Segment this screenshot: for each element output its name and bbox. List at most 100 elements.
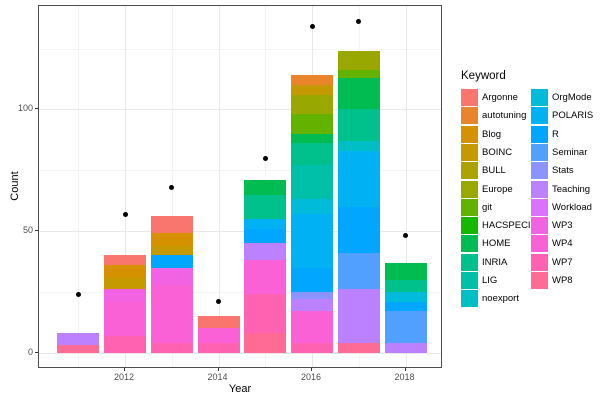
bar-segment-2012-WP3 (104, 289, 146, 302)
legend-swatch-BULL (461, 162, 478, 180)
legend-label: OrgMode (552, 92, 592, 103)
legend-swatch-noexport (461, 290, 478, 308)
gridline-minor-vertical (78, 6, 80, 367)
legend-label: WP8 (552, 275, 573, 286)
bar-segment-2016-git (291, 114, 333, 134)
legend-swatch-OrgMode (531, 89, 548, 106)
bar-segment-2013-Blog (150, 233, 193, 246)
scatter-point-2016 (309, 24, 315, 30)
x-tick-label: 2014 (207, 372, 228, 382)
plot-panel (38, 5, 442, 368)
bar-segment-2013-R (150, 255, 193, 268)
gridline-major-horizontal (39, 231, 441, 233)
gridline-major-horizontal (39, 109, 441, 111)
bar-segment-2016-LIG (291, 165, 333, 200)
bar-segment-2011-WP8 (57, 345, 100, 353)
legend-item-autotuning: autotuning (461, 107, 527, 125)
legend-item-HOME: HOME (461, 235, 527, 253)
bar-segment-2017-noexport (337, 141, 380, 151)
bar-segment-2016-WP4 (291, 311, 333, 343)
bar-segment-2017-POLARIS (337, 150, 380, 207)
bar-segment-2013-Argonne (150, 216, 193, 234)
bar-segment-2013-WP4 (150, 284, 193, 343)
bar-segment-2015-INRIA (244, 194, 287, 219)
bar-segment-2018-INRIA (384, 279, 427, 292)
bar-segment-2016-autotuning (291, 75, 333, 86)
legend-item-Seminar: Seminar (531, 143, 597, 161)
x-tick-label: 2016 (300, 372, 322, 382)
bar-segment-2012-WP7 (104, 335, 146, 353)
legend-swatch-LIG (461, 272, 478, 289)
legend-item-Blog: Blog (461, 125, 527, 143)
legend-item-HACSPECIS: HACSPECIS (461, 217, 537, 235)
legend-label: Argonne (482, 92, 518, 103)
legend-item-Argonne: Argonne (461, 89, 527, 106)
bar-segment-2016-OrgMode (291, 199, 333, 214)
legend-label: R (552, 128, 559, 140)
legend-swatch-BOINC (461, 143, 478, 161)
x-axis-title: Year (228, 383, 252, 395)
gridline-major-horizontal (39, 352, 441, 354)
legend-item-BOINC: BOINC (461, 143, 527, 161)
gridline-minor-horizontal (39, 48, 441, 50)
legend-item-Workload: Workload (531, 198, 597, 216)
bar-segment-2012-BOINC (104, 277, 146, 290)
gridline-minor-horizontal (39, 170, 441, 172)
bar-segment-2014-Argonne (197, 316, 240, 329)
legend-swatch-autotuning (461, 107, 478, 125)
bar-segment-2016-INRIA (291, 143, 333, 166)
gridline-major-vertical (125, 6, 126, 367)
bar-segment-2012-Argonne (104, 255, 146, 266)
scatter-point-2013 (169, 184, 175, 190)
legend-swatch-WP7 (531, 253, 548, 271)
legend-swatch-POLARIS (531, 107, 548, 125)
legend-label: WP3 (552, 220, 573, 232)
legend-item-WP3: WP3 (531, 217, 597, 235)
legend-label: BULL (482, 165, 506, 177)
bar-segment-2015-HOME (244, 179, 287, 195)
bar-segment-2015-WP7 (244, 294, 287, 334)
legend-swatch-git (461, 198, 478, 216)
legend-swatch-WP3 (531, 217, 548, 235)
scatter-point-2011 (75, 291, 81, 297)
legend-swatch-Argonne (461, 89, 478, 106)
y-tick-mark (35, 351, 38, 353)
legend-swatch-Europe (461, 180, 478, 198)
legend-label: noexport (482, 293, 519, 305)
y-tick-label: 0 (27, 346, 33, 357)
bar-segment-2013-WP7 (150, 342, 193, 353)
legend-label: WP7 (552, 256, 573, 268)
bar-segment-2015-WP8 (244, 333, 287, 353)
bar-segment-2016-POLARIS (291, 214, 333, 268)
bar-segment-2018-Teaching (384, 342, 427, 353)
bar-segment-2016-Stats (291, 291, 333, 300)
legend-label: Workload (552, 201, 592, 213)
bar-segment-2015-POLARIS (244, 218, 287, 229)
bar-segment-2016-BOINC (291, 85, 333, 95)
scatter-point-2017 (356, 19, 362, 25)
bar-segment-2016-R (291, 267, 333, 292)
bar-segment-2018-HOME (384, 262, 427, 280)
bar-segment-2017-WP8 (337, 342, 380, 353)
legend-label: BOINC (482, 146, 513, 158)
legend-label: Stats (552, 165, 574, 177)
bar-segment-2016-Europe (291, 94, 333, 115)
bar-segment-2017-Europe (337, 51, 380, 71)
bar-segment-2017-INRIA (337, 109, 380, 142)
legend-item-R: R (531, 125, 597, 143)
bar-segment-2018-R (384, 301, 427, 312)
legend-item-git: git (461, 198, 527, 216)
legend-swatch-HACSPECIS (461, 217, 478, 235)
scatter-point-2015 (262, 155, 268, 161)
bar-segment-2017-R (337, 206, 380, 253)
legend-item-noexport: noexport (461, 290, 527, 308)
bar-segment-2013-BOINC (150, 245, 193, 256)
bar-segment-2013-WP3 (150, 267, 193, 285)
legend-item-LIG: LIG (461, 272, 527, 289)
legend-title: Keyword (461, 70, 506, 82)
legend-item-INRIA: INRIA (461, 253, 527, 271)
y-axis-title: Count (9, 171, 21, 201)
legend-swatch-Blog (461, 125, 478, 143)
legend-swatch-Stats (531, 162, 548, 180)
x-tick-label: 2012 (113, 372, 135, 382)
